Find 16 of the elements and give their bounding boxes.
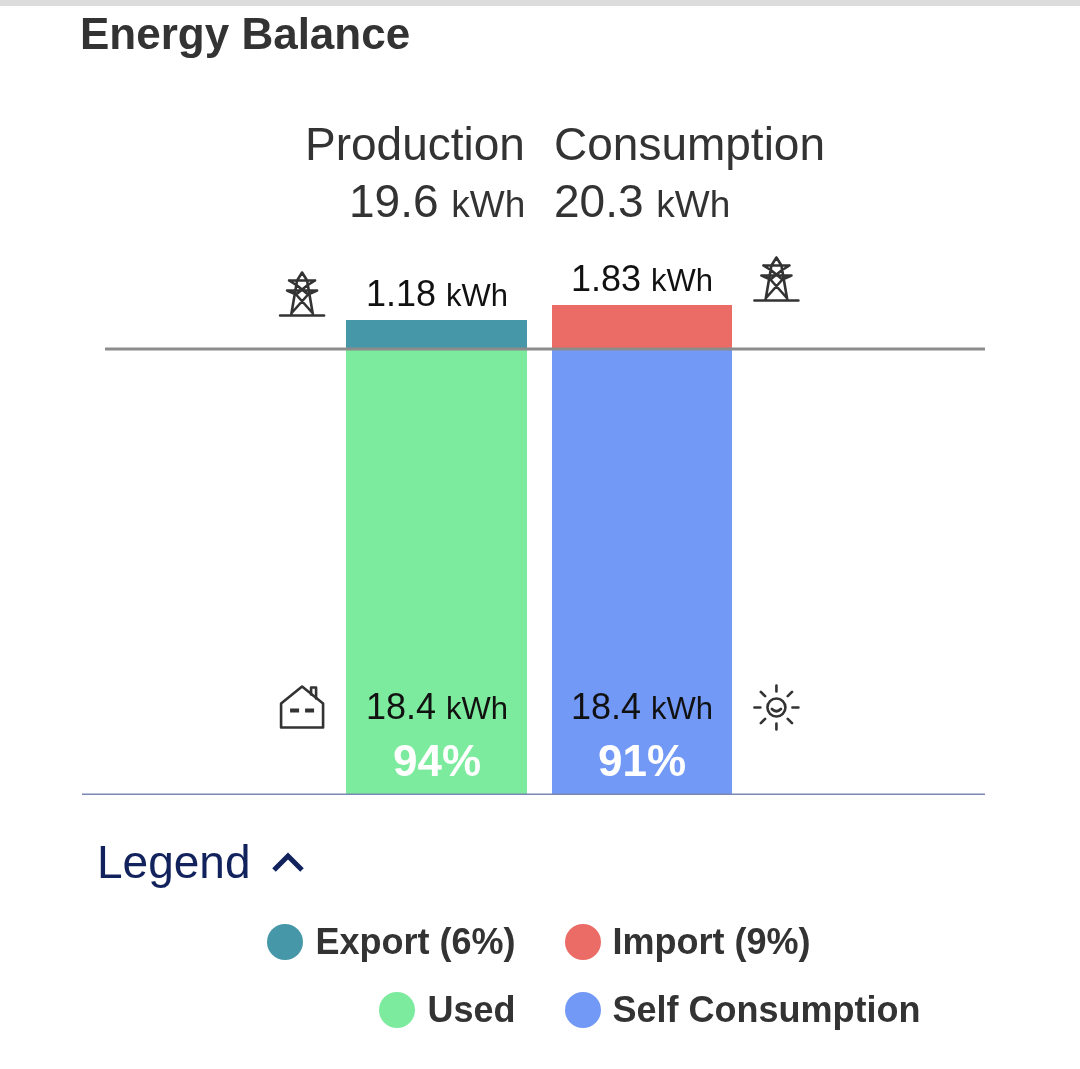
data-label: 18.4 kWh xyxy=(366,686,509,727)
legend-label: Import (9%) xyxy=(612,921,811,963)
data-label: 1.18 kWh xyxy=(366,273,509,314)
legend-label: Export (6%) xyxy=(315,921,516,963)
x-tick-label: Consumption xyxy=(554,118,826,170)
annotation: 94% xyxy=(393,736,482,785)
total-label: 20.3 kWh xyxy=(554,175,731,227)
total-label: 19.6 kWh xyxy=(349,175,526,227)
x-tick-label: Production xyxy=(305,118,525,170)
legend-label: Used xyxy=(427,989,516,1031)
data-label: 18.4 kWh xyxy=(571,686,714,727)
annotation: 91% xyxy=(598,736,687,785)
legend-title: Legend xyxy=(97,835,251,889)
data-label: 1.83 kWh xyxy=(571,258,714,299)
legend-label: Self Consumption xyxy=(612,989,921,1031)
chart-title: Energy Balance xyxy=(80,9,411,59)
